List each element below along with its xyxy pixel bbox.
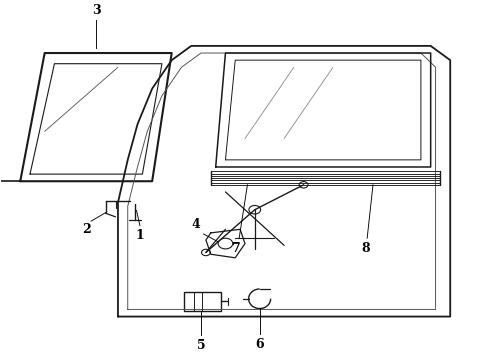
Text: 2: 2 bbox=[82, 223, 91, 236]
Text: 3: 3 bbox=[92, 4, 100, 17]
Text: 6: 6 bbox=[255, 338, 264, 351]
Text: 4: 4 bbox=[191, 218, 200, 231]
Text: 5: 5 bbox=[196, 339, 205, 352]
Text: 1: 1 bbox=[136, 229, 145, 242]
Text: 7: 7 bbox=[232, 242, 241, 255]
Text: 8: 8 bbox=[362, 242, 370, 255]
